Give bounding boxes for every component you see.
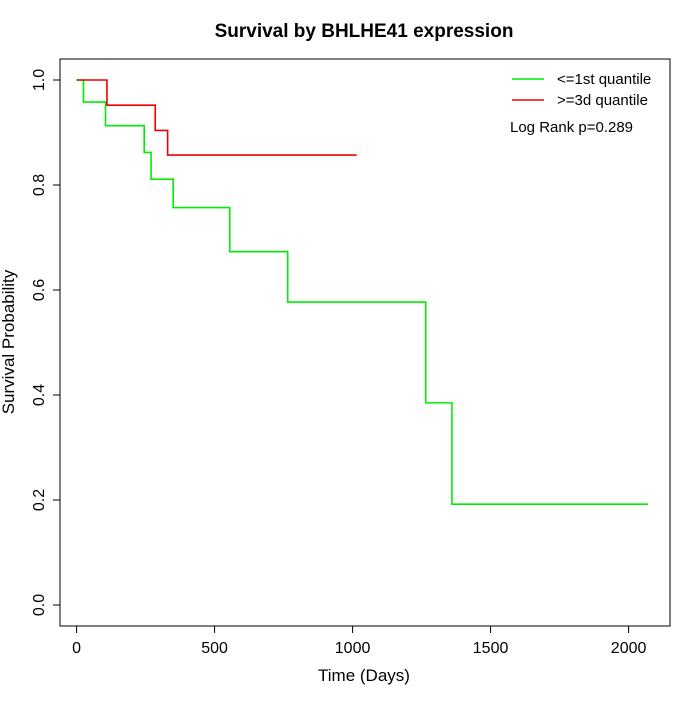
y-tick-label: 0.0 [31,594,48,616]
y-tick-label: 0.4 [31,384,48,406]
log-rank-annotation: Log Rank p=0.289 [510,119,633,136]
plot-frame [59,58,671,627]
y-axis: 0.0 0.2 0.4 0.6 0.8 1.0 [31,69,60,616]
chart-title: Survival by BHLHE41 expression [215,21,514,42]
y-tick-label: 1.0 [31,69,48,91]
y-axis-label: Survival Probability [0,269,18,414]
legend-label: <=1st quantile [557,71,651,88]
legend-label: >=3d quantile [557,92,648,109]
x-axis: 0 500 1000 1500 2000 [72,626,646,657]
series-line-1 [76,79,648,505]
series-line-2 [76,79,357,156]
x-tick-label: 1500 [473,640,509,657]
x-tick-label: 500 [201,640,228,657]
y-tick-label: 0.6 [31,279,48,301]
x-tick-label: 0 [72,640,81,657]
x-tick-label: 1000 [335,640,371,657]
legend: <=1st quantile >=3d quantile [512,71,651,109]
series-layer [76,79,648,505]
x-axis-label: Time (Days) [318,666,410,685]
x-tick-label: 2000 [611,640,647,657]
y-tick-label: 0.2 [31,489,48,511]
y-tick-label: 0.8 [31,174,48,196]
